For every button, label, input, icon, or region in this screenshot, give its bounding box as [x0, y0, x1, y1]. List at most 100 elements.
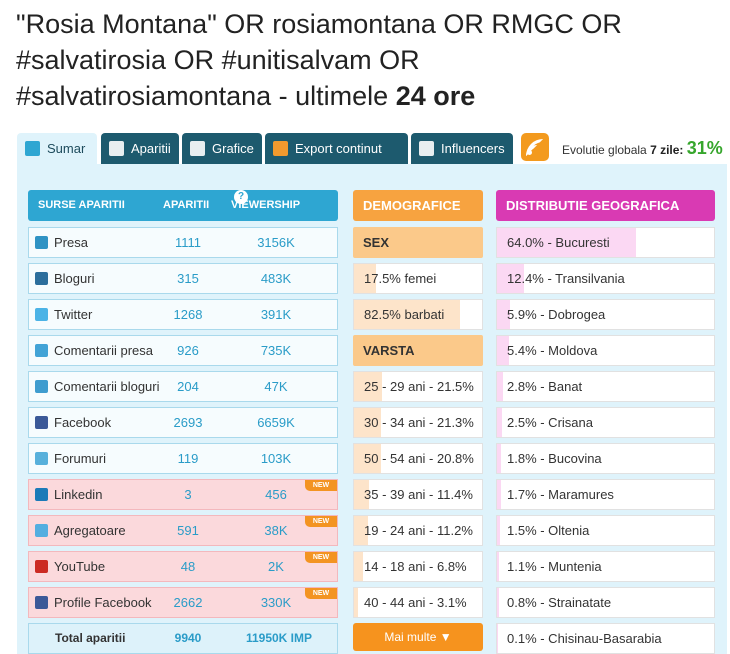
tab-grafice[interactable]: Grafice	[182, 133, 262, 164]
source-viewership: 391K	[260, 307, 292, 322]
help-icon[interactable]: ?	[234, 190, 248, 204]
source-count[interactable]: 48	[180, 559, 196, 574]
demographic-label: 17.5% femei	[364, 271, 437, 286]
geo-row: 2.5% - Crisana	[496, 407, 715, 438]
youtube-icon	[35, 560, 48, 573]
geo-bar	[497, 228, 636, 257]
total-count: 9940	[174, 631, 202, 645]
source-row[interactable]: Linkedin 3 456 NEW	[28, 479, 338, 510]
geo-header: DISTRIBUTIE GEOGRAFICA	[496, 190, 715, 221]
tab-sumar[interactable]: Sumar	[17, 133, 97, 166]
source-row[interactable]: Comentarii bloguri 204 47K	[28, 371, 338, 402]
source-row[interactable]: Comentarii presa 926 735K	[28, 335, 338, 366]
export-icon	[273, 141, 288, 156]
demographic-label: 25 - 29 ani - 21.5%	[364, 379, 474, 394]
tab-label: Sumar	[47, 141, 86, 156]
count-header-label: APARITII	[163, 199, 210, 211]
source-count[interactable]: 315	[177, 271, 199, 286]
geo-row: 0.8% - Strainatate	[496, 587, 715, 618]
age-subheader: VARSTA	[353, 335, 483, 366]
source-row[interactable]: Presa 1111 3156K	[28, 227, 338, 258]
tab-bar: Sumar Aparitii Grafice Export continut I…	[17, 133, 727, 166]
twitter-icon	[35, 308, 48, 321]
source-count[interactable]: 3	[184, 487, 192, 502]
demographic-label: 50 - 54 ani - 20.8%	[364, 451, 474, 466]
geo-bar	[497, 444, 501, 473]
demographic-label: 82.5% barbati	[364, 307, 445, 322]
source-count[interactable]: 926	[177, 343, 199, 358]
new-badge: NEW	[305, 552, 337, 563]
geo-bar	[497, 264, 524, 293]
source-count[interactable]: 119	[177, 451, 199, 466]
source-count[interactable]: 2693	[173, 415, 203, 430]
network-icon	[419, 141, 434, 156]
source-viewership: 483K	[260, 271, 292, 286]
source-row[interactable]: Agregatoare 591 38K NEW	[28, 515, 338, 546]
source-label: Twitter	[54, 307, 93, 322]
viewership-header-text: VIEWERSHIP	[231, 199, 301, 211]
source-row[interactable]: Bloguri 315 483K	[28, 263, 338, 294]
tab-export[interactable]: Export continut	[265, 133, 408, 164]
geo-bar	[497, 516, 501, 545]
tab-influencers[interactable]: Influencers	[411, 133, 513, 164]
source-row[interactable]: Profile Facebook 2662 330K NEW	[28, 587, 338, 618]
geo-row: 5.4% - Moldova	[496, 335, 715, 366]
demographic-bar	[354, 444, 381, 473]
demographic-row: 17.5% femei	[353, 263, 483, 294]
global-label: Evolutie globala	[562, 143, 647, 157]
source-viewership: 6659K	[257, 415, 295, 430]
geo-bar	[497, 408, 503, 437]
source-label: YouTube	[54, 559, 106, 574]
source-label: Presa	[54, 235, 88, 250]
source-label: Agregatoare	[54, 523, 126, 538]
demographic-bar	[354, 552, 363, 581]
source-row[interactable]: Forumuri 119 103K	[28, 443, 338, 474]
source-count[interactable]: 1111	[174, 235, 202, 250]
title-line-3-text: #salvatirosiamontana - ultimele	[16, 81, 396, 111]
source-count[interactable]: 2662	[173, 595, 203, 610]
geo-label: 64.0% - Bucuresti	[507, 235, 610, 250]
source-count[interactable]: 204	[177, 379, 199, 394]
demographic-row: 30 - 34 ani - 21.3%	[353, 407, 483, 438]
source-viewership: 47K	[264, 379, 288, 394]
source-count[interactable]: 1268	[173, 307, 203, 322]
rss-icon[interactable]	[521, 133, 549, 161]
source-row[interactable]: Twitter 1268 391K	[28, 299, 338, 330]
title-line-1: "Rosia Montana" OR rosiamontana OR RMGC …	[16, 9, 622, 39]
title-line-3: #salvatirosiamontana - ultimele 24 ore	[16, 78, 716, 114]
source-count[interactable]: 591	[177, 523, 199, 538]
demographic-bar	[354, 588, 358, 617]
tab-aparitii[interactable]: Aparitii	[101, 133, 179, 164]
list-icon	[109, 141, 124, 156]
demographic-bar	[354, 516, 369, 545]
geo-bar	[497, 552, 500, 581]
source-row[interactable]: YouTube 48 2K NEW	[28, 551, 338, 582]
demographic-label: 35 - 39 ani - 11.4%	[364, 487, 473, 502]
geo-bar	[497, 300, 510, 329]
forum-icon	[35, 452, 48, 465]
demographic-label: 14 - 18 ani - 6.8%	[364, 559, 467, 574]
source-label: Linkedin	[54, 487, 103, 502]
comment-icon	[35, 344, 48, 357]
facebook-icon	[35, 416, 48, 429]
geo-bar	[497, 588, 499, 617]
geo-row: 12.4% - Transilvania	[496, 263, 715, 294]
global-evolution: Evolutie globala 7 zile: 31%	[562, 138, 723, 159]
title-line-2: #salvatirosia OR #unitisalvam OR	[16, 45, 420, 75]
tab-label: Grafice	[212, 141, 254, 156]
source-label: Forumuri	[54, 451, 107, 466]
geo-row: 0.1% - Chisinau-Basarabia	[496, 623, 715, 654]
chat-icon	[35, 380, 48, 393]
geo-label: 1.1% - Muntenia	[507, 559, 602, 574]
geo-label: 2.8% - Banat	[507, 379, 583, 394]
page-title: "Rosia Montana" OR rosiamontana OR RMGC …	[16, 6, 716, 114]
source-row[interactable]: Facebook 2693 6659K	[28, 407, 338, 438]
demographic-row: 14 - 18 ani - 6.8%	[353, 551, 483, 582]
more-button[interactable]: Mai multe ▼	[353, 623, 483, 651]
source-label: Bloguri	[54, 271, 95, 286]
global-days: 7 zile:	[650, 143, 684, 157]
source-label: Comentarii presa	[54, 343, 153, 358]
geo-row: 5.9% - Dobrogea	[496, 299, 715, 330]
demographic-label: 30 - 34 ani - 21.3%	[364, 415, 474, 430]
demographic-row: 82.5% barbati	[353, 299, 483, 330]
